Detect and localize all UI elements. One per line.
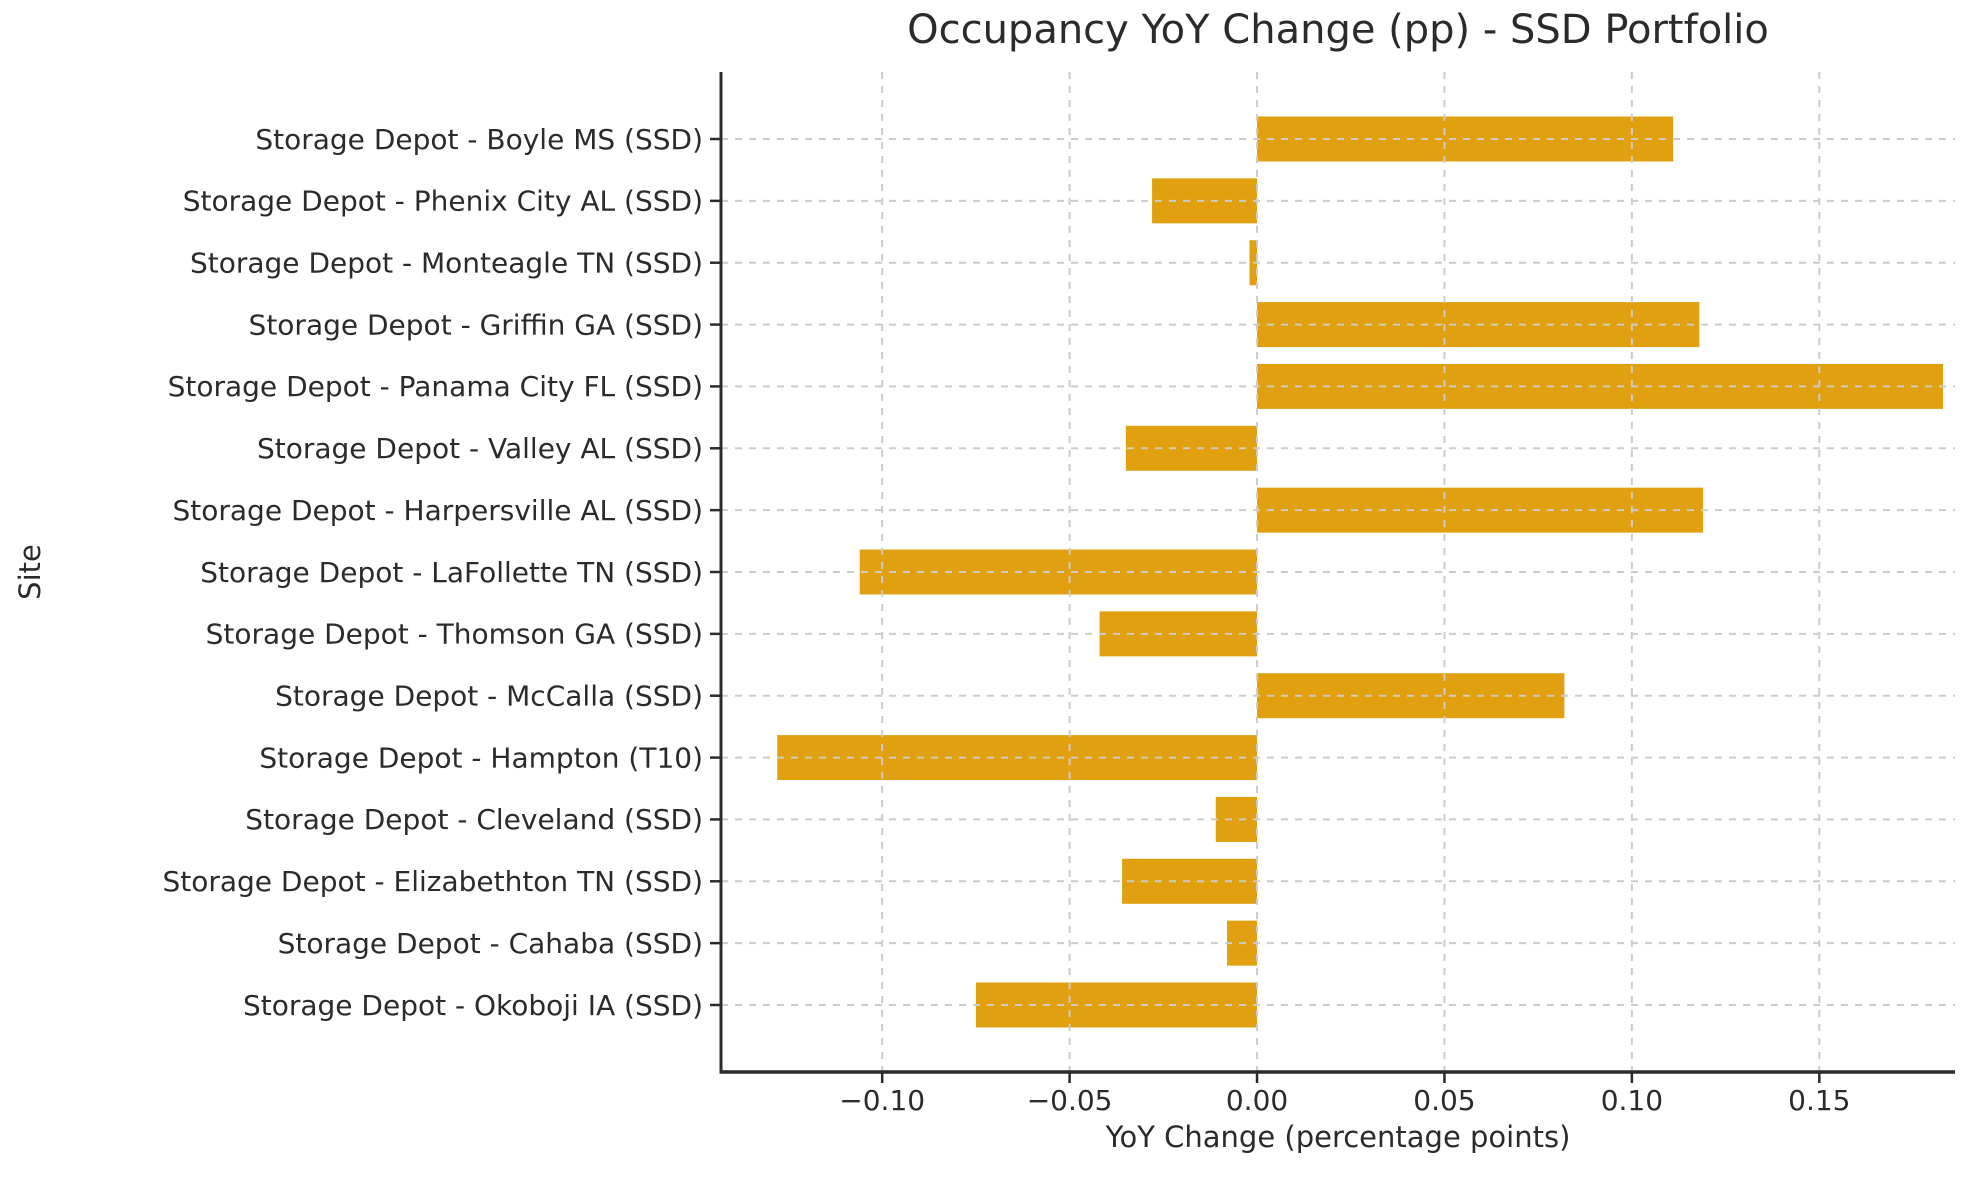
category-label: Storage Depot - Okoboji IA (SSD) (243, 989, 703, 1022)
category-label: Storage Depot - Boyle MS (SSD) (255, 123, 703, 156)
x-tick-label: 0.05 (1413, 1084, 1475, 1117)
chart-title: Occupancy YoY Change (pp) - SSD Portfoli… (907, 7, 1769, 53)
category-label: Storage Depot - Valley AL (SSD) (257, 432, 703, 465)
bar (1257, 363, 1944, 409)
category-labels: Storage Depot - Boyle MS (SSD) Storage De… (162, 123, 703, 1022)
category-label: Storage Depot - Monteagle TN (SSD) (190, 247, 703, 280)
category-label: Storage Depot - Cahaba (SSD) (278, 927, 703, 960)
category-label: Storage Depot - McCalla (SSD) (275, 680, 703, 713)
category-label: Storage Depot - Griffin GA (SSD) (249, 308, 703, 341)
category-label: Storage Depot - Elizabethton TN (SSD) (162, 865, 703, 898)
category-label: Storage Depot - Phenix City AL (SSD) (183, 185, 703, 218)
category-label: Storage Depot - Hampton (T10) (259, 741, 703, 774)
category-label: Storage Depot - Cleveland (SSD) (245, 803, 703, 836)
category-label: Storage Depot - Harpersville AL (SSD) (173, 494, 704, 527)
x-axis-label: YoY Change (percentage points) (1105, 1120, 1571, 1154)
x-tick-labels: −0.10 −0.05 0.00 0.05 0.10 0.15 (839, 1084, 1850, 1117)
x-tick-label: 0.10 (1601, 1084, 1663, 1117)
x-tick-label: 0.00 (1226, 1084, 1288, 1117)
y-gridlines (721, 138, 1955, 1006)
bar (1215, 796, 1258, 842)
x-tick-label: −0.10 (839, 1084, 925, 1117)
category-label: Storage Depot - Thomson GA (SSD) (206, 618, 703, 651)
bars (777, 116, 1944, 1028)
bar (1099, 611, 1258, 657)
category-label: Storage Depot - LaFollette TN (SSD) (200, 556, 703, 589)
x-tick-label: −0.05 (1027, 1084, 1113, 1117)
x-tick-label: 0.15 (1788, 1084, 1850, 1117)
category-label: Storage Depot - Panama City FL (SSD) (168, 370, 703, 403)
tick-marks (710, 137, 1821, 1083)
